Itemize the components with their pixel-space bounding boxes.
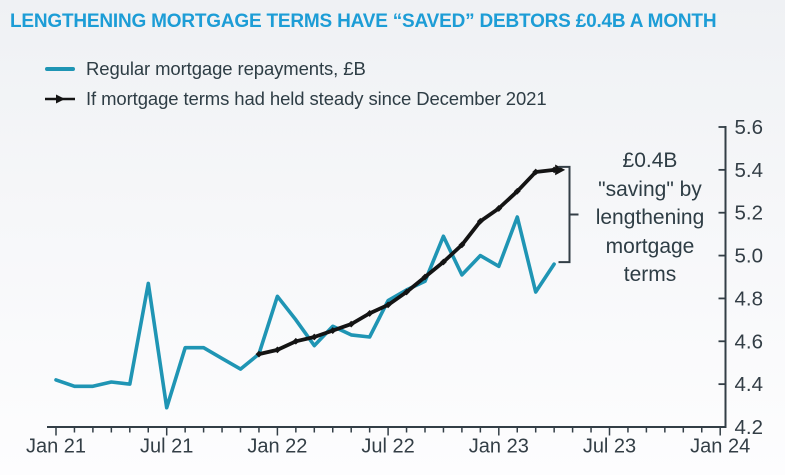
annotation-line: £0.4B [622,149,678,172]
diamond-marker [476,217,484,225]
legend: Regular mortgage repayments, £B If mortg… [44,54,547,114]
x-tick-label: Jan 24 [690,436,750,458]
black-arrow-swatch-icon [45,94,75,104]
x-axis: Jan 21 Jul 21 Jan 22 Jul 22 Jan 23 Jul 23 Jan … [26,426,750,458]
y-tick-label: 5.2 [735,202,764,225]
series-held-steady [255,164,566,358]
diamond-marker [458,241,466,249]
diamond-marker [366,310,374,317]
x-tick-label: Jan 22 [247,436,307,458]
page-title: LENGTHENING MORTGAGE TERMS HAVE “SAVED” … [10,11,717,32]
diamond-marker [255,350,263,358]
x-tick-label: Jul 22 [361,436,414,458]
y-tick-label: 5.6 [735,116,764,139]
diamond-marker [421,273,429,281]
y-axis: 4.2 4.4 4.6 4.8 5.0 5.2 5.4 5.6 [718,116,764,439]
diamond-marker [292,337,300,345]
y-tick-label: 5.4 [735,159,764,182]
annotation-line: "saving" by [598,177,702,201]
x-tick-label: Jan 21 [26,436,86,458]
diamond-marker [384,301,392,309]
y-tick-label: 4.4 [735,373,764,396]
diamond-marker [513,187,521,195]
legend-label-held-steady: If mortgage terms had held steady since … [86,88,547,109]
legend-item-regular-repayments: Regular mortgage repayments, £B [44,54,547,84]
diamond-marker [329,327,337,334]
annotation-line: terms [623,263,677,286]
x-tick-label: Jul 23 [583,436,636,458]
diamond-marker [440,258,447,266]
legend-label-regular-repayments: Regular mortgage repayments, £B [86,58,366,79]
diamond-marker [403,288,410,296]
annotation-line: mortgage [605,234,695,258]
saving-bracket [558,165,579,264]
y-tick-label: 4.8 [735,287,764,310]
x-tick-label: Jan 23 [469,436,529,458]
annotation-line: lengthening [595,206,705,229]
diamond-marker [310,333,318,341]
series-regular-repayments [54,215,556,410]
y-tick-label: 5.0 [735,245,764,268]
diamond-marker [347,320,355,328]
y-tick-label: 4.6 [735,330,764,353]
x-tick-label: Jul 21 [140,436,193,458]
saving-annotation: £0.4B "saving" by lengthening mortgage t… [576,147,724,290]
diamond-marker [532,168,540,176]
teal-line-swatch-icon [45,67,75,71]
end-arrow-icon [555,164,566,176]
y-tick-label: 4.2 [735,416,764,439]
legend-item-held-steady: If mortgage terms had held steady since … [44,84,547,114]
diamond-marker [274,346,281,354]
diamond-marker [495,205,503,212]
